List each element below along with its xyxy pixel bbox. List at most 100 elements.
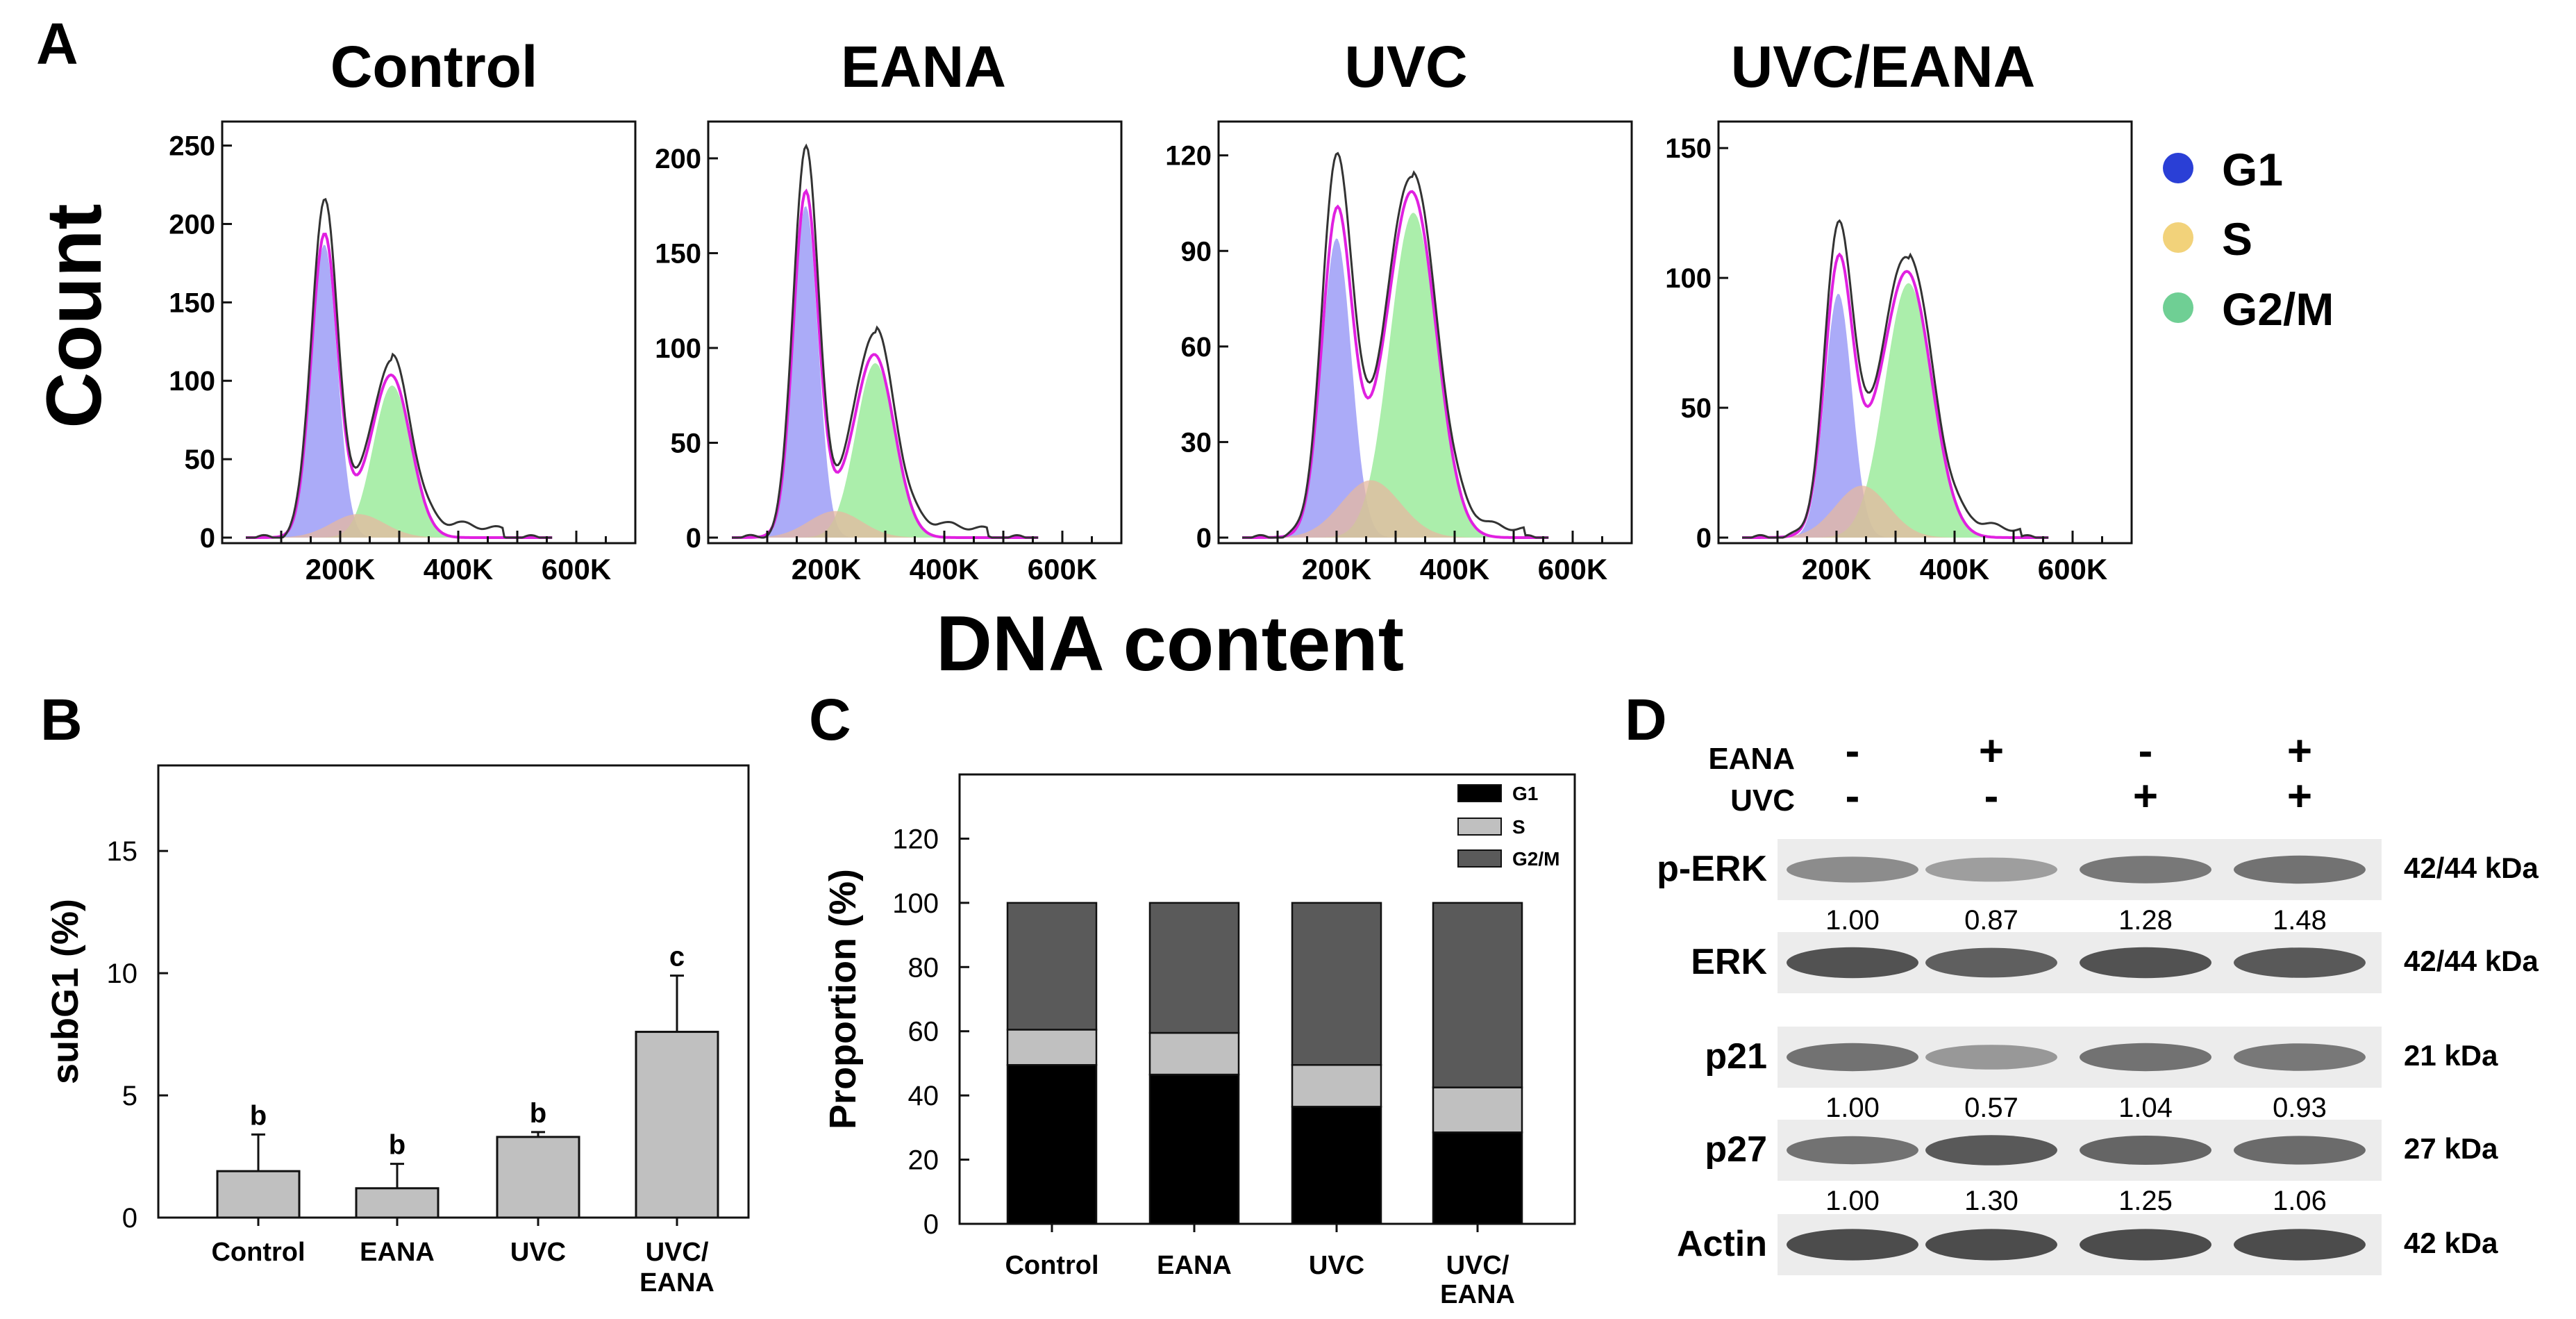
stacked-segment-g1 (1291, 1106, 1382, 1225)
blot-label: p21 (1705, 1036, 1767, 1077)
uvc-treatment-sign: - (1984, 772, 1999, 820)
uvc-row-label: UVC (1730, 783, 1795, 818)
blot-band (1787, 1229, 1918, 1261)
x-tick-label: 600K (1538, 553, 1607, 586)
blot-band (1787, 1043, 1918, 1072)
x-tick-label: 200K (306, 553, 375, 586)
x-tick-label: 600K (2038, 553, 2107, 586)
histogram-title-uvc-eana: UVC/EANA (1731, 34, 2036, 99)
histogram-title-eana: EANA (841, 34, 1006, 99)
blot-band (2234, 1136, 2366, 1165)
densitometry-value: 0.57 (1964, 1093, 2018, 1123)
x-tick-label: 200K (792, 553, 861, 586)
densitometry-value: 1.00 (1825, 905, 1880, 936)
histogram-uvc: UVC 0 30 60 90 120 200K 400K 600K (1165, 34, 1633, 586)
y-tick-label: 100 (1665, 263, 1712, 294)
stacked-segment-s (1432, 1086, 1523, 1134)
densitometry-value: 1.00 (1825, 1093, 1880, 1123)
legend-swatch (1457, 784, 1502, 802)
eana-row-label: EANA (1708, 742, 1795, 776)
y-tick-label: 50 (671, 428, 702, 458)
legend-swatch (1457, 849, 1502, 868)
stacked-segment-s (1291, 1063, 1382, 1108)
y-tick-label: 100 (892, 888, 939, 919)
y-tick-label: 200 (169, 209, 215, 240)
blot-band (2234, 1229, 2366, 1261)
model-fit-curve (1242, 190, 1549, 539)
blot-label: p-ERK (1657, 849, 1767, 889)
significance-letter: b (250, 1100, 267, 1131)
blot-band (1787, 1136, 1918, 1165)
blot-band (2080, 1229, 2211, 1261)
g1-peak-fill (1742, 293, 2049, 538)
densitometry-value: 0.87 (1964, 905, 2018, 936)
s-phase-fill (1742, 486, 2049, 538)
x-tick-label: EANA (1440, 1280, 1515, 1309)
x-tick-label: UVC (1309, 1251, 1364, 1280)
blot-band (2080, 856, 2211, 884)
legend-g1-marker (2163, 153, 2193, 183)
blot-band (1925, 857, 2057, 882)
s-phase-fill (1242, 480, 1549, 538)
x-tick-label: 200K (1302, 553, 1371, 586)
histogram-title-uvc: UVC (1344, 34, 1467, 99)
panel-letter-d: D (1625, 687, 1667, 752)
bar (355, 1187, 440, 1219)
y-tick-label: 50 (185, 445, 216, 475)
stacked-segment-s (1148, 1031, 1240, 1076)
y-tick-label: 200 (655, 144, 701, 174)
y-tick-label: 50 (1681, 393, 1712, 424)
y-tick-label: 150 (1665, 133, 1712, 164)
blot-label: p27 (1705, 1129, 1767, 1170)
stacked-segment-g1 (1148, 1073, 1240, 1225)
plot-frame (958, 773, 1576, 1225)
blot-band (2080, 1136, 2211, 1165)
g1-peak-fill (732, 206, 1039, 538)
densitometry-value: 1.00 (1825, 1186, 1880, 1216)
legend-g2m-label: G2/M (2222, 283, 2334, 335)
y-tick-label: 80 (908, 952, 939, 983)
blot-band (2080, 947, 2211, 979)
stacked-segment-g2m (1291, 902, 1382, 1066)
stacked-segment-s (1006, 1029, 1098, 1066)
legend-g2m-marker (2163, 292, 2193, 323)
blot-band (2234, 947, 2366, 978)
molecular-weight-label: 42/44 kDa (2404, 852, 2539, 884)
y-tick-label: 250 (169, 131, 215, 162)
panel-letter-b: B (40, 687, 83, 752)
histogram-frame (221, 120, 637, 545)
eana-treatment-sign: + (2287, 727, 2312, 775)
blot-label: Actin (1677, 1224, 1767, 1264)
stacked-segment-g2m (1148, 902, 1240, 1034)
x-tick-label: 400K (1920, 553, 1989, 586)
blot-band (2080, 1043, 2211, 1072)
g2m-peak-fill (246, 385, 553, 538)
g2m-peak-fill (732, 363, 1039, 538)
y-tick-label: 0 (200, 523, 215, 554)
stacked-segment-g2m (1432, 902, 1523, 1088)
blot-band (1925, 1135, 2057, 1165)
g1-peak-fill (246, 244, 553, 538)
histogram-eana: EANA 0 50 100 150 200 200K 400K 600K (655, 34, 1123, 586)
cell-cycle-proportion-chart: Proportion (%) 0 20 40 60 80 100 120 Control EANA… (822, 773, 1576, 1309)
blot-band (2234, 1043, 2366, 1071)
molecular-weight-label: 42/44 kDa (2404, 945, 2539, 977)
blot-band (1925, 947, 2057, 978)
legend-label: S (1512, 816, 1525, 838)
x-tick-label: EANA (360, 1238, 435, 1267)
densitometry-value: 1.30 (1964, 1186, 2018, 1216)
significance-letter: b (530, 1098, 546, 1129)
s-phase-fill (246, 514, 553, 538)
bar (496, 1136, 580, 1219)
densitometry-value: 1.28 (2118, 905, 2173, 936)
densitometry-value: 1.06 (2273, 1186, 2327, 1216)
histogram-ylabel: Count (31, 204, 117, 428)
x-tick-label: EANA (1157, 1251, 1232, 1280)
legend-label: G2/M (1512, 848, 1559, 870)
densitometry-value: 1.04 (2118, 1093, 2173, 1123)
x-tick-label: 600K (542, 553, 611, 586)
eana-treatment-sign: - (1846, 727, 1860, 775)
blot-band (1787, 947, 1918, 979)
